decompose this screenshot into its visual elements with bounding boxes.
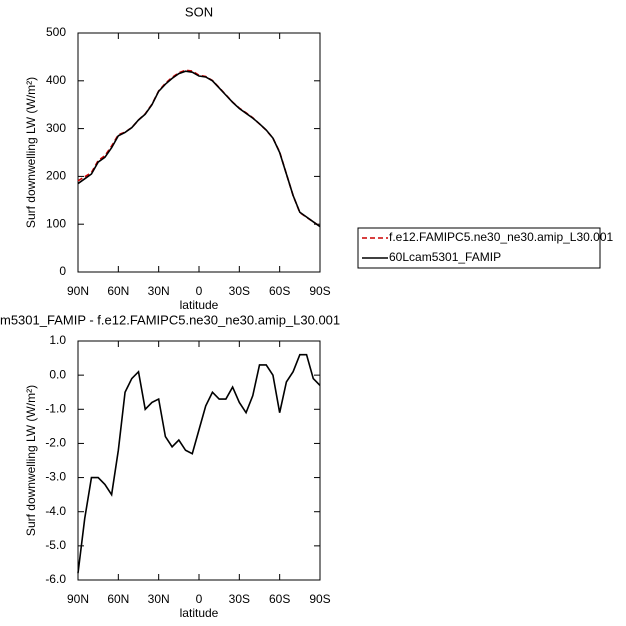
- y-tick-label: -4.0: [45, 504, 66, 518]
- x-tick-label: 0: [196, 592, 203, 606]
- y-axis-label: Surf downwelling LW (W/m²): [24, 385, 38, 536]
- x-tick-label: 30S: [229, 284, 250, 298]
- x-tick-label: 0: [196, 284, 203, 298]
- x-tick-label: 90S: [309, 592, 330, 606]
- y-tick-label: 400: [46, 73, 66, 87]
- x-tick-label: 60N: [107, 592, 129, 606]
- y-tick-label: -3.0: [45, 470, 66, 484]
- y-tick-label: 0: [59, 264, 66, 278]
- y-tick-label: 1.0: [49, 333, 66, 347]
- x-tick-label: 90S: [309, 284, 330, 298]
- legend-label: 60Lcam5301_FAMIP: [389, 250, 501, 264]
- y-tick-label: -1.0: [45, 401, 66, 415]
- y-tick-label: 300: [46, 121, 66, 135]
- legend-box: [357, 227, 601, 269]
- y-tick-label: -6.0: [45, 572, 66, 586]
- x-tick-label: 90N: [67, 284, 89, 298]
- y-tick-label: 100: [46, 216, 66, 230]
- y-tick-label: -2.0: [45, 436, 66, 450]
- y-tick-label: 0.0: [49, 367, 66, 381]
- series-line: [77, 69, 321, 228]
- y-tick-label: 500: [46, 25, 66, 39]
- x-tick-label: 60S: [269, 592, 290, 606]
- series-line: [77, 353, 321, 574]
- legend-label: f.e12.FAMIPC5.ne30_ne30.amip_L30.001: [389, 230, 613, 244]
- x-tick-label: 30S: [229, 592, 250, 606]
- x-axis-label: latitude: [180, 606, 219, 620]
- x-tick-label: 60N: [107, 284, 129, 298]
- x-axis-label: latitude: [180, 298, 219, 312]
- plot-frame: [77, 32, 321, 273]
- x-tick-label: 30N: [148, 592, 170, 606]
- x-tick-label: 90N: [67, 592, 89, 606]
- plot-frame: [77, 340, 321, 581]
- y-tick-label: 200: [46, 169, 66, 183]
- x-tick-label: 30N: [148, 284, 170, 298]
- x-tick-label: 60S: [269, 284, 290, 298]
- series-line: [77, 70, 321, 228]
- chart-title: SON: [185, 4, 213, 19]
- y-tick-label: -5.0: [45, 538, 66, 552]
- chart-title: m5301_FAMIP - f.e12.FAMIPC5.ne30_ne30.am…: [0, 312, 340, 327]
- y-axis-label: Surf downwelling LW (W/m²): [24, 77, 38, 228]
